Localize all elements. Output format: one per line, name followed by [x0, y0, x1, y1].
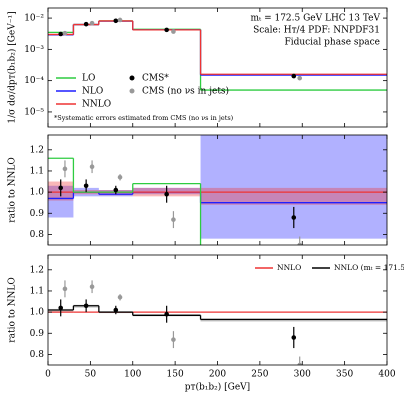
data-point — [117, 17, 123, 23]
legend-label: NLO — [82, 87, 103, 97]
y-tick-label: 1.2 — [30, 145, 44, 155]
data-point — [83, 21, 89, 27]
data-point — [62, 166, 68, 172]
footnote: *Systematic errors estimated from CMS (n… — [54, 114, 234, 122]
data-point — [89, 20, 95, 26]
data-point — [164, 311, 169, 317]
x-tick-label: 400 — [378, 370, 395, 380]
data-point — [164, 191, 169, 197]
x-tick-label: 250 — [251, 370, 268, 380]
legend-label: NNLO — [277, 263, 301, 272]
y-tick-label: 10⁻² — [24, 14, 44, 24]
data-point — [83, 303, 89, 309]
x-tick-label: 350 — [336, 370, 353, 380]
legend-label: CMS* — [142, 74, 169, 84]
plot-area — [48, 135, 387, 245]
data-point — [89, 164, 95, 170]
x-tick-label: 150 — [167, 370, 184, 380]
x-axis-label: pᴛ(b₁b₂) [GeV] — [185, 382, 250, 393]
data-point — [291, 73, 297, 79]
data-point — [291, 335, 297, 340]
data-point — [62, 30, 68, 36]
legend-label: CMS (no νs in jets) — [142, 86, 229, 97]
y-tick-label: 10⁻⁵ — [24, 107, 44, 117]
y-tick-label: 1.0 — [30, 308, 45, 318]
data-point — [58, 31, 64, 37]
legend: NNLO NNLO (mₜ = 171.5 GeV) — [255, 263, 404, 272]
legend-swatch — [129, 75, 135, 81]
data-point — [164, 27, 169, 33]
data-point — [113, 187, 119, 193]
y-tick-label: 1.0 — [30, 188, 45, 198]
data-point — [297, 362, 303, 365]
plot-area — [48, 280, 387, 365]
x-tick-label: 0 — [45, 370, 51, 380]
axes-frame — [47, 254, 388, 366]
y-tick-label: 1.1 — [30, 286, 44, 296]
legend-label: LO — [82, 74, 95, 84]
y-axis-label: 1/σ dσ/dpᴛ(b₁b₂) [GeV⁻¹] — [7, 11, 18, 123]
axes-frame — [47, 134, 388, 246]
data-point — [171, 29, 176, 34]
data-point — [62, 286, 68, 292]
x-tick-label: 50 — [85, 370, 97, 380]
x-tick-label: 300 — [294, 370, 311, 380]
data-point — [83, 183, 89, 189]
y-axis-label: ratio to NNLO — [8, 277, 18, 342]
y-tick-label: 10⁻⁴ — [24, 76, 44, 86]
legend-label: NNLO — [82, 100, 111, 110]
data-point — [58, 305, 64, 311]
data-point — [297, 242, 303, 245]
data-point — [89, 284, 95, 290]
annotation: Scale: Hᴛ/4 PDF: NNPDF31 — [253, 26, 380, 36]
legend-swatch — [129, 88, 135, 94]
data-point — [171, 337, 176, 342]
data-point — [117, 175, 123, 180]
legend-label: NNLO (mₜ = 171.5 GeV) — [334, 263, 404, 272]
y-tick-label: 1.2 — [30, 265, 44, 275]
data-point — [58, 185, 64, 191]
y-tick-label: 0.9 — [30, 329, 45, 339]
x-tick-label: 100 — [124, 370, 141, 380]
legend: LO NLO NNLO CMS* CMS (no νs in jets) — [56, 74, 229, 110]
y-axis-label: ratio to NNLO — [8, 157, 18, 222]
data-point — [113, 307, 119, 313]
data-point — [117, 295, 123, 300]
data-point — [297, 75, 303, 81]
annotation: mₜ = 172.5 GeV LHC 13 TeV — [250, 14, 380, 24]
annotation: Fiducial phase space — [284, 38, 380, 48]
data-point — [291, 215, 297, 220]
x-tick-label: 200 — [209, 370, 226, 380]
y-tick-label: 0.9 — [30, 209, 45, 219]
data-point — [113, 18, 119, 24]
y-tick-label: 0.8 — [30, 230, 45, 240]
plot-area — [48, 17, 387, 91]
y-tick-label: 10⁻³ — [24, 45, 44, 55]
data-point — [171, 217, 176, 222]
axes-frame — [47, 7, 388, 128]
y-tick-label: 0.8 — [30, 350, 45, 360]
y-tick-label: 1.1 — [30, 166, 44, 176]
